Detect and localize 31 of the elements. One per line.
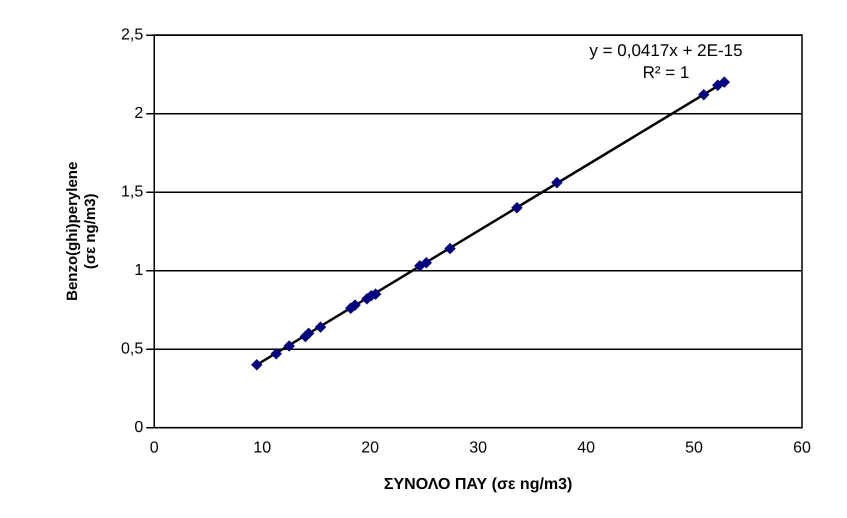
x-tick-label: 50 [685, 440, 704, 457]
annotation: R² = 1 [642, 63, 690, 82]
x-axis-title: ΣΥΝΟΛΟ ΠΑΥ (σε ng/m3) [384, 476, 572, 493]
x-tick-label: 10 [253, 440, 272, 457]
point [414, 260, 426, 272]
y-tick-label: 0,5 [120, 340, 144, 358]
point [551, 177, 562, 188]
x-tick-label: 30 [469, 440, 488, 457]
y-axis-title: Benzo(ghi)perylene (σε ng/m3) [64, 162, 100, 301]
annotation: y = 0,0417x + 2E-15 [589, 41, 743, 60]
y-tick-label: 1 [134, 262, 144, 279]
point [315, 322, 326, 333]
x-tick-label: 40 [577, 440, 596, 457]
point [251, 359, 262, 370]
y-tick-label: 0 [134, 419, 144, 436]
point [350, 300, 361, 311]
point [698, 89, 710, 100]
x-tick-label: 0 [150, 440, 159, 457]
point [284, 340, 295, 352]
point [718, 76, 730, 88]
point [270, 348, 282, 360]
point [511, 202, 522, 214]
point [712, 80, 724, 91]
point [420, 257, 432, 268]
y-tick-label: 1,5 [120, 183, 144, 200]
x-tick-label: 20 [361, 440, 380, 457]
y-tick-label: 2 [134, 104, 144, 122]
point [444, 243, 456, 254]
x-tick-label: 60 [793, 440, 811, 457]
point [303, 328, 314, 339]
y-tick-label: 2,5 [120, 26, 144, 44]
